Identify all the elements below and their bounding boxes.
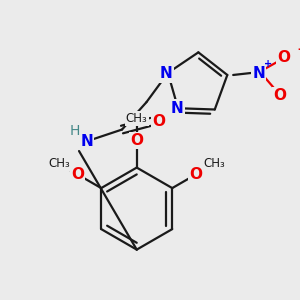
Text: O: O	[189, 167, 203, 182]
Text: N: N	[160, 66, 172, 81]
Text: CH₃: CH₃	[48, 157, 70, 170]
Text: -: -	[297, 43, 300, 56]
Text: CH₃: CH₃	[204, 157, 225, 170]
Text: O: O	[130, 133, 143, 148]
Text: N: N	[80, 134, 93, 149]
Text: +: +	[264, 59, 272, 69]
Text: O: O	[153, 114, 166, 129]
Text: H: H	[70, 124, 80, 139]
Text: O: O	[278, 50, 290, 65]
Text: O: O	[71, 167, 84, 182]
Text: N: N	[171, 101, 183, 116]
Text: O: O	[274, 88, 286, 103]
Text: N: N	[252, 65, 265, 80]
Text: CH₃: CH₃	[126, 112, 148, 125]
